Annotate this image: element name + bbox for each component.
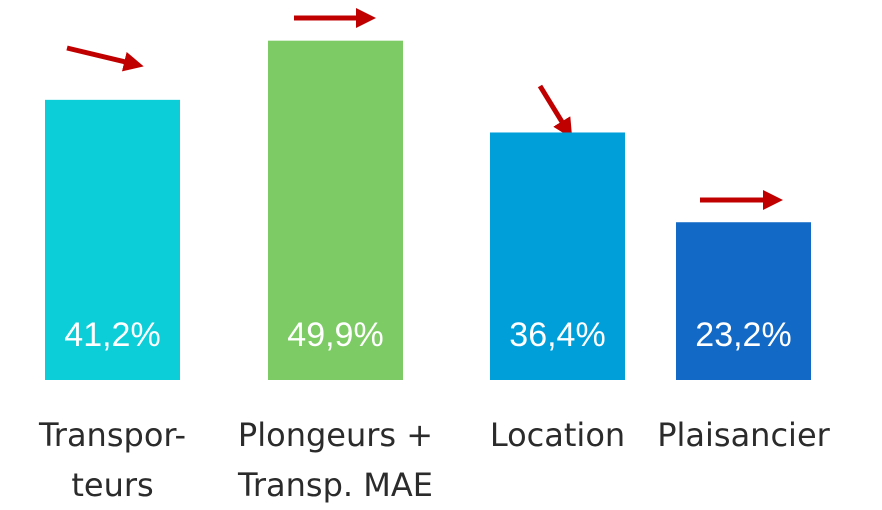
category-label: Plaisancier: [657, 416, 830, 454]
bar: [676, 222, 811, 380]
trend-arrow: [537, 84, 573, 139]
bar: [268, 40, 403, 381]
bar: [490, 132, 625, 380]
category-label: Transpor- teurs: [38, 416, 187, 504]
value-label: 41,2%: [64, 316, 160, 354]
category-label: Location: [489, 416, 626, 454]
trend-arrow: [66, 45, 144, 72]
category-label: Plongeurs + Transp. MAE: [237, 416, 434, 504]
bar: [45, 99, 180, 380]
value-label: 36,4%: [509, 316, 605, 354]
value-label: 23,2%: [695, 316, 791, 354]
value-label: 49,9%: [287, 316, 383, 354]
trend-arrows: [66, 8, 783, 210]
